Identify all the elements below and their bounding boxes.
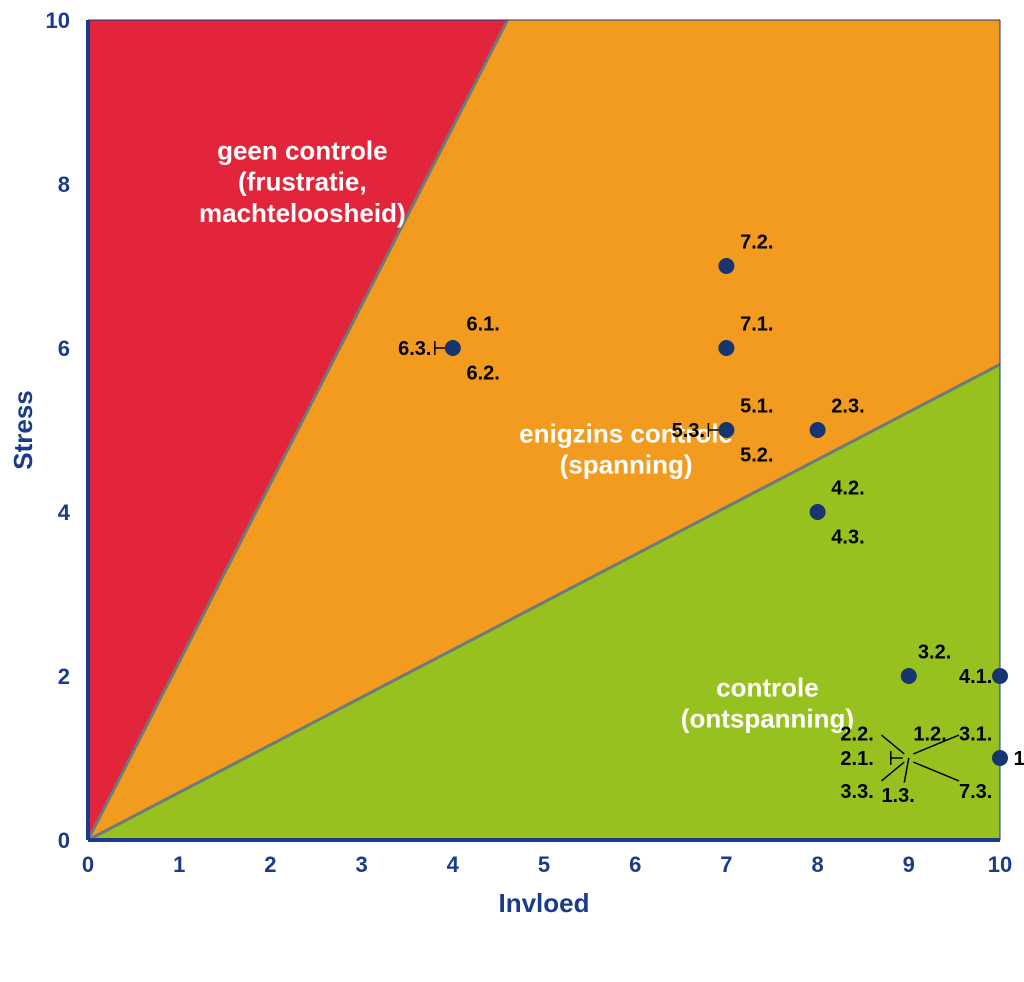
x-tick-9: 9 bbox=[903, 852, 915, 877]
point-label-2.2.: 2.2. bbox=[840, 723, 873, 745]
point-label-5.1.: 5.1. bbox=[740, 395, 773, 417]
y-axis-label: Stress bbox=[8, 390, 38, 470]
point-label-7.2.: 7.2. bbox=[740, 231, 773, 253]
point-label-6.3.: 6.3. bbox=[398, 338, 431, 360]
point-label-2.3.: 2.3. bbox=[831, 395, 864, 417]
point-label-5.3.: 5.3. bbox=[672, 420, 705, 442]
x-tick-1: 1 bbox=[173, 852, 185, 877]
point-6.1. bbox=[445, 340, 461, 356]
stress-invloed-chart: geen controle(frustratie,machteloosheid)… bbox=[0, 0, 1024, 982]
x-tick-2: 2 bbox=[264, 852, 276, 877]
x-tick-6: 6 bbox=[629, 852, 641, 877]
point-label-1.1.: 1.1. bbox=[1014, 748, 1024, 770]
point-label-7.3.: 7.3. bbox=[959, 781, 992, 803]
point-label-4.1.: 4.1. bbox=[959, 666, 992, 688]
point-label-2.1.: 2.1. bbox=[840, 748, 873, 770]
point-label-1.2.: 1.2. bbox=[913, 723, 946, 745]
y-tick-4: 4 bbox=[58, 500, 71, 525]
region-label-controle-line0: controle bbox=[716, 673, 819, 703]
point-7.2. bbox=[718, 258, 734, 274]
y-tick-8: 8 bbox=[58, 172, 70, 197]
point-2.3. bbox=[810, 422, 826, 438]
point-label-6.2.: 6.2. bbox=[466, 363, 499, 385]
point-label-7.1.: 7.1. bbox=[740, 313, 773, 335]
point-7.1. bbox=[718, 340, 734, 356]
point-label-1.3.: 1.3. bbox=[881, 785, 914, 807]
x-axis-label: Invloed bbox=[498, 888, 589, 918]
point-label-6.1.: 6.1. bbox=[466, 313, 499, 335]
region-label-geen-controle-line2: machteloosheid) bbox=[199, 198, 406, 228]
chart-svg: geen controle(frustratie,machteloosheid)… bbox=[0, 0, 1024, 982]
region-label-controle-line1: (ontspanning) bbox=[681, 704, 854, 734]
x-tick-3: 3 bbox=[355, 852, 367, 877]
region-label-geen-controle-line1: (frustratie, bbox=[238, 167, 367, 197]
region-label-enigzins-controle-line1: (spanning) bbox=[560, 450, 693, 480]
x-tick-5: 5 bbox=[538, 852, 550, 877]
x-tick-10: 10 bbox=[988, 852, 1012, 877]
x-tick-8: 8 bbox=[811, 852, 823, 877]
x-tick-4: 4 bbox=[447, 852, 460, 877]
point-5.1. bbox=[718, 422, 734, 438]
region-label-geen-controle-line0: geen controle bbox=[217, 135, 387, 165]
point-label-4.3.: 4.3. bbox=[831, 527, 864, 549]
point-label-5.2.: 5.2. bbox=[740, 445, 773, 467]
point-4.2. bbox=[810, 504, 826, 520]
x-tick-7: 7 bbox=[720, 852, 732, 877]
x-tick-0: 0 bbox=[82, 852, 94, 877]
y-tick-6: 6 bbox=[58, 336, 70, 361]
y-tick-2: 2 bbox=[58, 664, 70, 689]
point-label-4.2.: 4.2. bbox=[831, 477, 864, 499]
y-tick-10: 10 bbox=[46, 8, 70, 33]
point-3.2. bbox=[901, 668, 917, 684]
y-tick-0: 0 bbox=[58, 828, 70, 853]
point-label-3.2.: 3.2. bbox=[918, 641, 951, 663]
point-label-3.1.: 3.1. bbox=[959, 723, 992, 745]
point-label-3.3.: 3.3. bbox=[840, 781, 873, 803]
